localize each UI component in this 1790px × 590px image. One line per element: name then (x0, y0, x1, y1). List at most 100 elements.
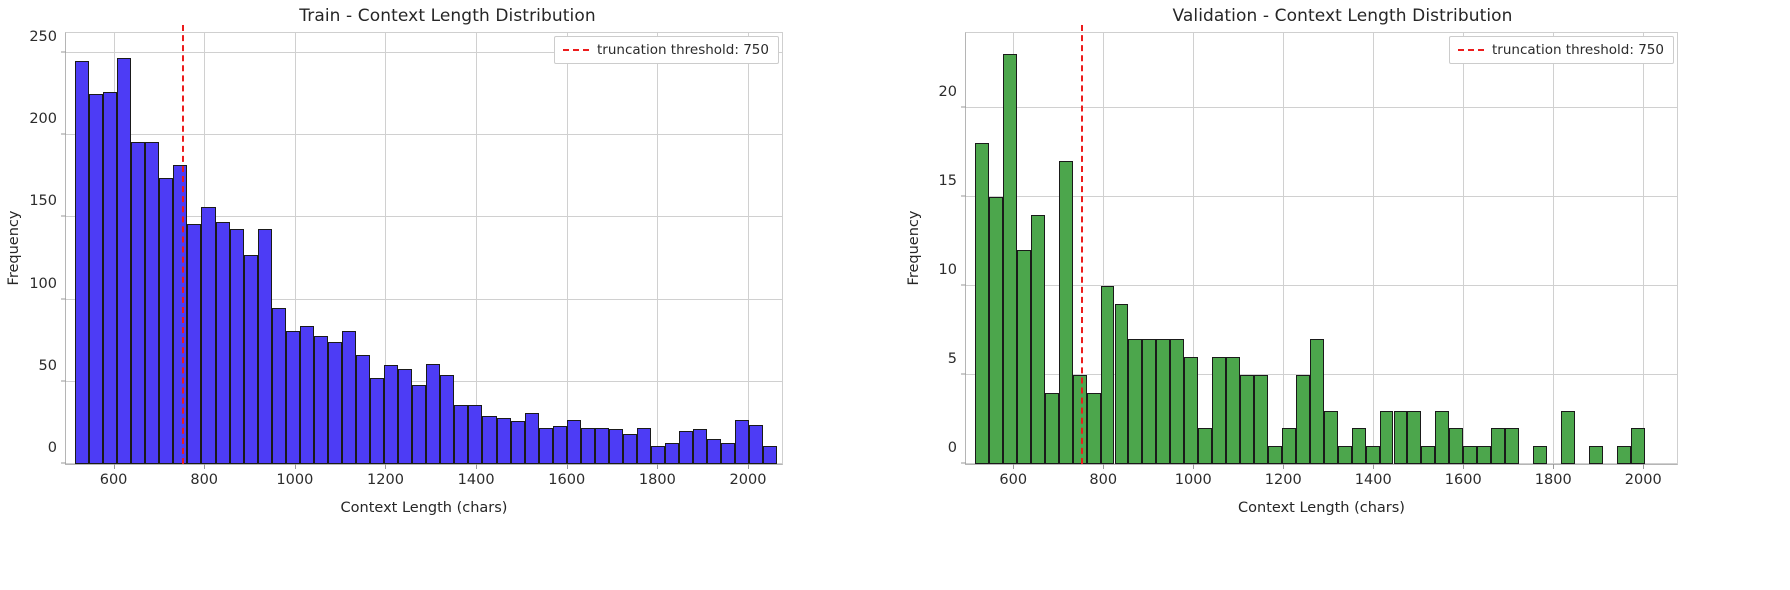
histogram-bar (1421, 446, 1436, 464)
histogram-bar (1058, 161, 1073, 464)
histogram-bars-train (66, 33, 782, 464)
x-axis-tick-label: 800 (1089, 472, 1118, 488)
histogram-bar (454, 404, 469, 464)
histogram-bar (1351, 428, 1366, 464)
dashed-line-icon (1458, 49, 1484, 51)
x-axis-tick-mark (294, 464, 296, 469)
histogram-bar (1030, 214, 1045, 464)
y-axis-tick-mark (961, 373, 966, 375)
histogram-bar (496, 417, 511, 464)
y-axis-ticks-train: 0 50 100 150 200 250 (29, 29, 782, 464)
x-axis-tick-label: 2000 (729, 472, 767, 488)
x-axis-tick-label: 1600 (548, 472, 586, 488)
x-axis-tick-label: 600 (999, 472, 1028, 488)
histogram-bar (215, 222, 230, 464)
y-axis-tick-mark (961, 284, 966, 286)
gridline-vertical (1643, 33, 1645, 464)
histogram-bar (482, 416, 497, 464)
histogram-bar (243, 255, 258, 464)
histogram-bar (1560, 410, 1575, 464)
y-axis-label-validation: Frequency (906, 210, 922, 286)
gridline-horizontal (966, 106, 1677, 108)
x-axis-tick-mark (1373, 464, 1375, 469)
histogram-bars-validation (966, 33, 1677, 464)
dashed-line-icon (563, 49, 589, 51)
x-axis-tick-label: 1200 (1264, 472, 1302, 488)
gridline-vertical (1103, 33, 1105, 464)
x-axis-tick-label: 1600 (1444, 472, 1482, 488)
gridline-vertical (1283, 33, 1285, 464)
histogram-bar (299, 325, 314, 464)
legend-validation: truncation threshold: 750 (1449, 36, 1674, 64)
histogram-bar (1295, 374, 1310, 464)
histogram-bar (1156, 339, 1171, 464)
gridline-vertical (566, 33, 568, 464)
gridline-vertical (1193, 33, 1195, 464)
histogram-bar (285, 330, 300, 464)
truncation-threshold-line-train (181, 25, 184, 464)
gridline-vertical (657, 33, 659, 464)
panel-train: Train - Context Length Distribution Freq… (6, 6, 783, 516)
truncation-threshold-line-validation (1080, 25, 1083, 464)
histogram-bar (1226, 357, 1241, 464)
histogram-bar (1128, 339, 1143, 464)
histogram-bar (1212, 357, 1227, 464)
histogram-bar (622, 434, 637, 464)
y-axis-tick-label: 150 (29, 193, 57, 210)
histogram-bar (1198, 428, 1213, 464)
histogram-bar (1170, 339, 1185, 464)
x-axis-tick-mark (1013, 464, 1015, 469)
histogram-bar (1505, 428, 1520, 464)
gridline-horizontal (966, 284, 1677, 286)
x-axis-tick-mark (204, 464, 206, 469)
x-axis-ticks-validation: 600 800 1000 1200 1400 1600 1800 2000 (966, 33, 1677, 488)
histogram-bar (1309, 339, 1324, 464)
y-axis-tick-mark (61, 133, 66, 135)
histogram-bar (679, 431, 694, 464)
histogram-bar (159, 177, 174, 464)
gridline-horizontal (66, 51, 782, 53)
x-axis-tick-label: 1800 (638, 472, 676, 488)
histogram-bar (749, 424, 764, 464)
x-axis-label-validation: Context Length (chars) (1238, 500, 1405, 516)
histogram-bar (1379, 410, 1394, 464)
histogram-bar (1240, 374, 1254, 464)
histogram-bar (608, 429, 623, 464)
y-axis-tick-mark (961, 195, 966, 197)
histogram-bar (566, 419, 581, 464)
histogram-bar (636, 427, 652, 464)
x-axis-tick-label: 1000 (276, 472, 314, 488)
histogram-bar (1254, 374, 1268, 464)
gridline-vertical (294, 33, 296, 464)
gridline-vertical (1373, 33, 1375, 464)
x-axis-tick-mark (1553, 464, 1555, 469)
histogram-bar (1616, 446, 1631, 464)
x-axis-tick-label: 2000 (1624, 472, 1662, 488)
y-axis-tick-label: 250 (29, 28, 57, 45)
y-axis-tick-label: 50 (38, 357, 57, 374)
histogram-bar (1533, 446, 1547, 464)
histogram-bar (257, 228, 272, 464)
legend-train: truncation threshold: 750 (554, 36, 779, 64)
histogram-bar (426, 363, 441, 464)
histogram-bar (75, 60, 90, 464)
y-axis-tick-mark (61, 380, 66, 382)
y-axis-tick-label: 100 (29, 275, 57, 292)
x-axis-ticks-train: 600 800 1000 1200 1400 1600 1800 2000 (66, 33, 782, 488)
x-axis-tick-label: 1400 (1354, 472, 1392, 488)
histogram-bar (1044, 392, 1059, 464)
x-axis-tick-mark (1463, 464, 1465, 469)
histogram-bar (1184, 357, 1199, 464)
histogram-bar (988, 196, 1003, 464)
gridline-vertical (476, 33, 478, 464)
y-axis-tick-mark (961, 462, 966, 464)
histogram-bar (271, 307, 286, 464)
histogram-bar (384, 365, 399, 464)
histogram-bar (1393, 410, 1408, 464)
y-axis-ticks-validation: 0 5 10 15 20 (939, 33, 1677, 464)
x-axis-tick-mark (1193, 464, 1195, 469)
histogram-bar (735, 419, 750, 464)
histogram-bar (763, 445, 778, 464)
histogram-bar (538, 427, 553, 464)
